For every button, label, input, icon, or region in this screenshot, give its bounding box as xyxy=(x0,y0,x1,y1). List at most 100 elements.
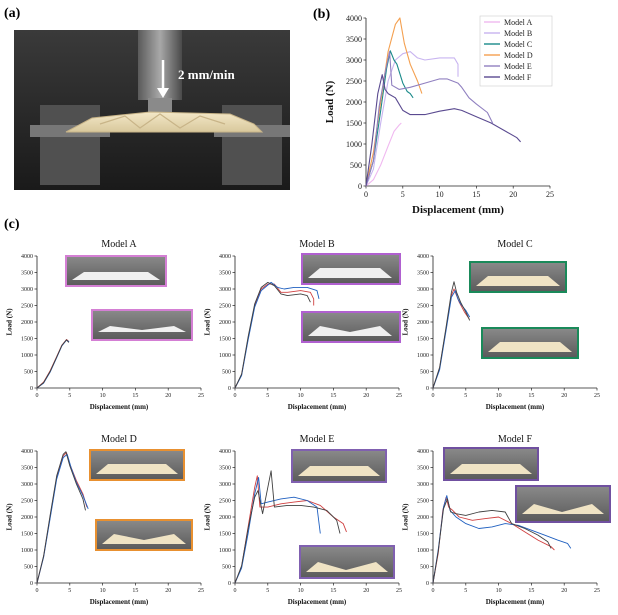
y-tick-label: 2500 xyxy=(346,77,362,86)
x-tick-label: 20 xyxy=(509,190,517,199)
series-line xyxy=(365,74,522,187)
x-tick-label: 10 xyxy=(496,588,502,594)
y-tick-label: 500 xyxy=(350,161,362,170)
y-tick-label: 1500 xyxy=(346,119,362,128)
y-tick-label: 500 xyxy=(222,370,231,376)
y-tick-label: 4000 xyxy=(219,254,231,260)
y-tick-label: 1500 xyxy=(417,532,429,538)
series-line xyxy=(36,339,70,389)
y-tick-label: 2500 xyxy=(21,304,33,310)
y-tick-label: 2000 xyxy=(21,320,33,326)
y-tick-label: 3000 xyxy=(219,482,231,488)
series-line xyxy=(234,281,320,389)
x-tick-label: 10 xyxy=(298,588,304,594)
x-tick-label: 0 xyxy=(234,588,237,594)
y-tick-label: 3500 xyxy=(219,271,231,277)
legend-entry: Model A xyxy=(504,18,532,27)
x-tick-label: 25 xyxy=(396,588,402,594)
x-tick-label: 25 xyxy=(396,393,402,399)
series-line xyxy=(365,50,414,187)
y-tick-label: 3500 xyxy=(21,466,33,472)
x-axis-label: Displacement (mm) xyxy=(288,403,347,411)
x-tick-label: 20 xyxy=(561,588,567,594)
x-axis-label: Displacement (mm) xyxy=(288,598,347,606)
x-tick-label: 10 xyxy=(436,190,444,199)
series-line xyxy=(36,339,69,389)
x-tick-label: 20 xyxy=(363,393,369,399)
y-axis-label: Load (N) xyxy=(203,308,211,336)
x-tick-label: 20 xyxy=(561,393,567,399)
x-tick-label: 5 xyxy=(266,588,269,594)
x-tick-label: 5 xyxy=(401,190,405,199)
x-tick-label: 5 xyxy=(68,588,71,594)
series-line xyxy=(234,281,311,389)
y-tick-label: 500 xyxy=(222,565,231,571)
x-tick-label: 15 xyxy=(132,588,138,594)
y-tick-label: 3000 xyxy=(21,287,33,293)
x-tick-label: 0 xyxy=(364,190,368,199)
y-tick-label: 0 xyxy=(228,581,231,587)
chart-title: Model C xyxy=(497,239,533,250)
chart-c-C: 0 5 10 15 20 25 0 500 1000 1500 2000 2500 3000 3500 40… xyxy=(401,239,600,411)
y-tick-label: 2000 xyxy=(219,515,231,521)
x-tick-label: 5 xyxy=(266,393,269,399)
y-tick-label: 0 xyxy=(228,386,231,392)
y-tick-label: 1000 xyxy=(346,140,362,149)
x-tick-label: 15 xyxy=(472,190,480,199)
x-tick-label: 0 xyxy=(36,588,39,594)
y-tick-label: 2000 xyxy=(346,98,362,107)
y-tick-label: 0 xyxy=(30,581,33,587)
x-tick-label: 15 xyxy=(330,588,336,594)
x-tick-label: 15 xyxy=(132,393,138,399)
series-line xyxy=(36,451,86,584)
series-line xyxy=(432,498,552,584)
y-tick-label: 1000 xyxy=(219,548,231,554)
speed-label: 2 mm/min xyxy=(178,67,235,82)
panel-label-c: (c) xyxy=(4,217,20,232)
series-line xyxy=(234,470,341,584)
x-tick-label: 25 xyxy=(546,190,554,199)
x-tick-label: 10 xyxy=(298,393,304,399)
y-tick-label: 4000 xyxy=(219,449,231,455)
y-tick-label: 500 xyxy=(24,370,33,376)
series-line xyxy=(365,51,459,187)
y-tick-label: 0 xyxy=(426,581,429,587)
y-tick-label: 3500 xyxy=(346,35,362,44)
y-tick-label: 2500 xyxy=(219,304,231,310)
series-line xyxy=(365,51,494,187)
panel-label-a: (a) xyxy=(4,6,21,21)
y-tick-label: 3500 xyxy=(417,271,429,277)
y-tick-label: 2500 xyxy=(417,304,429,310)
x-tick-label: 20 xyxy=(165,588,171,594)
y-tick-label: 1000 xyxy=(219,353,231,359)
chart-c-A: 0 5 10 15 20 25 0 500 1000 1500 2000 2500 3000 3500 40… xyxy=(5,239,204,411)
x-axis-label: Displacement (mm) xyxy=(486,598,545,606)
x-tick-label: 0 xyxy=(36,393,39,399)
series-line xyxy=(36,453,89,584)
y-tick-label: 500 xyxy=(420,370,429,376)
x-axis-label: Displacement (mm) xyxy=(90,403,149,411)
y-tick-label: 3500 xyxy=(21,271,33,277)
y-tick-label: 3000 xyxy=(417,287,429,293)
y-tick-label: 1500 xyxy=(417,337,429,343)
y-tick-label: 0 xyxy=(30,386,33,392)
legend-entry: Model E xyxy=(504,62,532,71)
x-tick-label: 25 xyxy=(198,393,204,399)
x-tick-label: 0 xyxy=(432,393,435,399)
chart-c-B: 0 5 10 15 20 25 0 500 1000 1500 2000 2500 3000 3500 40… xyxy=(203,239,402,411)
y-tick-label: 1000 xyxy=(21,353,33,359)
chart-title: Model E xyxy=(300,434,335,445)
legend-entry: Model C xyxy=(504,40,532,49)
chart-title: Model F xyxy=(498,434,533,445)
y-tick-label: 3000 xyxy=(219,287,231,293)
y-axis-label: Load (N) xyxy=(324,80,336,123)
y-tick-label: 2000 xyxy=(21,515,33,521)
y-axis-label: Load (N) xyxy=(203,503,211,531)
y-tick-label: 2000 xyxy=(417,515,429,521)
x-axis-label: Displacement (mm) xyxy=(90,598,149,606)
x-tick-label: 20 xyxy=(165,393,171,399)
x-tick-label: 15 xyxy=(528,393,534,399)
y-tick-label: 3000 xyxy=(346,56,362,65)
x-tick-label: 25 xyxy=(198,588,204,594)
